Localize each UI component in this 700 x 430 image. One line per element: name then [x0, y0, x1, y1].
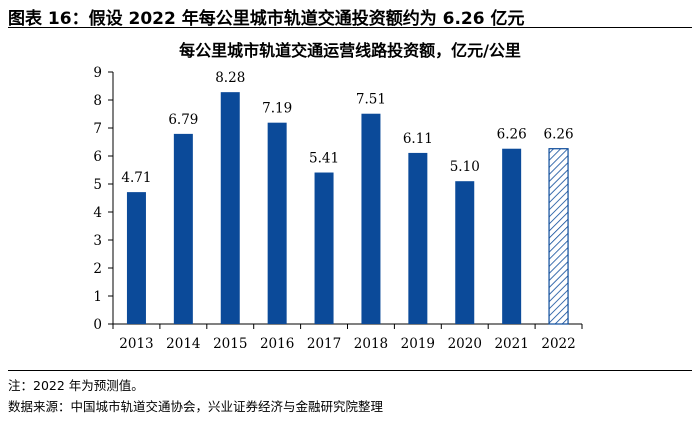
bar — [408, 152, 428, 324]
y-tick-label: 2 — [93, 261, 102, 277]
y-tick-label: 4 — [93, 205, 102, 221]
data-label: 5.41 — [309, 151, 339, 167]
y-tick-label: 3 — [93, 233, 102, 249]
bar — [455, 181, 475, 324]
top-rule — [8, 27, 692, 28]
y-tick-label: 6 — [93, 149, 102, 165]
y-axis: 0 1 2 3 4 5 6 7 8 9 — [93, 65, 114, 333]
x-tick-label: 2013 — [119, 336, 153, 352]
data-label: 7.51 — [356, 92, 386, 108]
bar — [502, 148, 522, 324]
bottom-rule — [8, 370, 692, 371]
data-label: 8.28 — [215, 70, 245, 86]
bar — [126, 192, 146, 324]
x-tick-label: 2019 — [401, 336, 435, 352]
x-tick-label: 2021 — [494, 336, 528, 352]
x-tick-label: 2020 — [448, 336, 482, 352]
chart-title: 每公里城市轨道交通运营线路投资额，亿元/公里 — [179, 41, 521, 60]
data-label: 6.26 — [497, 127, 527, 143]
x-tick-label: 2014 — [166, 336, 200, 352]
y-tick-label: 5 — [93, 177, 102, 193]
bar-series — [126, 92, 569, 325]
data-labels: 4.71 6.79 8.28 7.19 5.41 7.51 6.11 5.10 6.26 6.26 — [121, 70, 573, 186]
figure-title: 图表 16：假设 2022 年每公里城市轨道交通投资额约为 6.26 亿元 — [8, 9, 525, 29]
x-tick-label: 2018 — [354, 336, 388, 352]
data-label: 6.79 — [168, 112, 198, 128]
bar — [220, 92, 240, 324]
data-source: 数据来源：中国城市轨道交通协会，兴业证券经济与金融研究院整理 — [8, 399, 384, 414]
y-tick-label: 8 — [93, 93, 102, 109]
data-label: 4.71 — [121, 170, 151, 186]
bar — [267, 122, 287, 325]
data-label: 5.10 — [450, 159, 480, 175]
y-tick-label: 0 — [93, 317, 102, 333]
y-tick-label: 1 — [93, 289, 102, 305]
bar-forecast — [548, 148, 569, 325]
data-label: 6.11 — [403, 131, 433, 147]
bar — [173, 133, 193, 324]
x-tick-label: 2022 — [541, 336, 575, 352]
x-tick-label: 2015 — [213, 336, 247, 352]
forecast-note: 注：2022 年为预测值。 — [8, 378, 144, 393]
bar — [361, 113, 381, 324]
x-axis: 2013 2014 2015 2016 2017 2018 2019 2020 2021 2022 — [112, 323, 583, 352]
y-tick-label: 7 — [93, 121, 102, 137]
data-label: 7.19 — [262, 101, 292, 117]
x-tick-label: 2016 — [260, 336, 294, 352]
bar — [314, 172, 334, 324]
data-label: 6.26 — [544, 127, 574, 143]
x-tick-label: 2017 — [307, 336, 341, 352]
y-tick-label: 9 — [93, 65, 102, 81]
